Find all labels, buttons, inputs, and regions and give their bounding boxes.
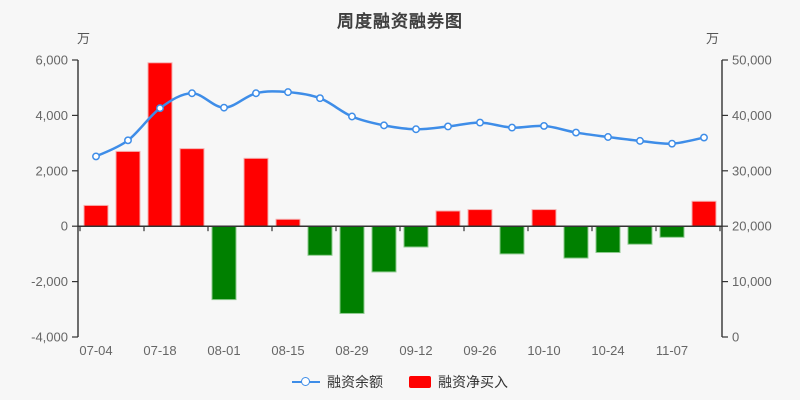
- chart-title: 周度融资融券图: [337, 12, 463, 31]
- left-axis-tick-label: 0: [61, 219, 68, 234]
- legend-label-balance: 融资余额: [327, 374, 383, 390]
- bar-10[interactable]: [403, 225, 429, 248]
- balance-line: [94, 90, 706, 158]
- line-marker-icon: [292, 377, 320, 387]
- right-axis-tick-label: 10,000: [732, 274, 772, 289]
- bar-16[interactable]: [595, 225, 621, 254]
- line-point-9[interactable]: [380, 121, 388, 130]
- right-axis-tick-label: 0: [732, 330, 739, 345]
- x-axis-label: 10-10: [527, 343, 560, 358]
- line-point-6[interactable]: [284, 88, 292, 97]
- bar-13[interactable]: [499, 225, 525, 255]
- x-axis-label: 11-07: [656, 343, 688, 358]
- line-point-10[interactable]: [412, 125, 420, 134]
- right-axis-unit: 万: [706, 31, 720, 46]
- bar-8[interactable]: [339, 225, 365, 314]
- bar-17[interactable]: [627, 225, 653, 245]
- left-axis-tick-label: 2,000: [35, 163, 68, 178]
- bar-12[interactable]: [467, 209, 493, 227]
- bar-15[interactable]: [563, 225, 589, 259]
- line-point-7[interactable]: [316, 94, 324, 103]
- bar-18[interactable]: [659, 225, 685, 238]
- line-point-15[interactable]: [572, 128, 580, 137]
- bar-9[interactable]: [371, 225, 397, 273]
- bar-14[interactable]: [531, 209, 557, 227]
- line-point-13[interactable]: [508, 123, 516, 132]
- bar-2[interactable]: [147, 62, 173, 227]
- x-axis-label: 08-15: [271, 343, 304, 358]
- left-axis-tick-label: 4,000: [35, 108, 68, 123]
- line-point-14[interactable]: [540, 121, 548, 130]
- line-point-0[interactable]: [92, 152, 100, 161]
- bar-7[interactable]: [307, 225, 333, 256]
- bar-4[interactable]: [211, 225, 237, 301]
- legend: 融资余额 融资净买入: [0, 371, 800, 393]
- left-axis-unit: 万: [77, 31, 91, 46]
- line-point-18[interactable]: [668, 139, 676, 148]
- legend-label-net-buy: 融资净买入: [438, 374, 508, 390]
- x-axis-label: 07-04: [79, 343, 112, 358]
- right-axis-tick-label: 30,000: [732, 163, 772, 178]
- balance-line-markers: [92, 88, 708, 161]
- axes: 6,000 4,000 2,000 0 -2,000 -4,000 50,000 40,000…: [31, 53, 772, 359]
- right-axis-tick-label: 50,000: [732, 53, 772, 68]
- legend-item-financing-balance[interactable]: 融资余额: [292, 372, 383, 392]
- line-point-3[interactable]: [188, 89, 196, 98]
- bar-5[interactable]: [243, 157, 269, 227]
- x-axis-label: 10-24: [591, 343, 624, 358]
- line-point-4[interactable]: [220, 103, 228, 112]
- legend-item-net-buy[interactable]: 融资净买入: [409, 372, 508, 392]
- bar-0[interactable]: [83, 204, 109, 227]
- line-point-2[interactable]: [156, 104, 164, 113]
- bar-11[interactable]: [435, 210, 461, 227]
- right-axis-tick-label: 40,000: [732, 108, 772, 123]
- line-point-17[interactable]: [636, 136, 644, 145]
- bar-3[interactable]: [179, 148, 205, 227]
- x-axis-label: 08-01: [207, 343, 240, 358]
- bar-swatch-icon: [409, 376, 431, 388]
- x-axis-label: 09-26: [463, 343, 496, 358]
- net-buy-bars: [83, 62, 717, 314]
- bar-1[interactable]: [115, 150, 141, 227]
- x-axis-label: 07-18: [143, 343, 176, 358]
- bar-6[interactable]: [275, 218, 301, 227]
- x-axis-label: 09-12: [399, 343, 432, 358]
- line-point-8[interactable]: [348, 112, 356, 121]
- circle-marker-icon: [301, 377, 310, 386]
- right-axis-tick-label: 20,000: [732, 219, 772, 234]
- bar-19[interactable]: [691, 200, 717, 227]
- line-point-5[interactable]: [252, 89, 260, 98]
- line-point-16[interactable]: [604, 133, 612, 141]
- left-axis-tick-label: -2,000: [31, 274, 68, 289]
- x-axis-label: 08-29: [335, 343, 368, 358]
- line-point-11[interactable]: [444, 122, 452, 131]
- line-point-12[interactable]: [476, 118, 484, 127]
- line-point-1[interactable]: [124, 136, 132, 145]
- left-axis-tick-label: -4,000: [31, 330, 68, 345]
- left-axis-tick-label: 6,000: [35, 53, 68, 68]
- line-point-19[interactable]: [700, 133, 708, 142]
